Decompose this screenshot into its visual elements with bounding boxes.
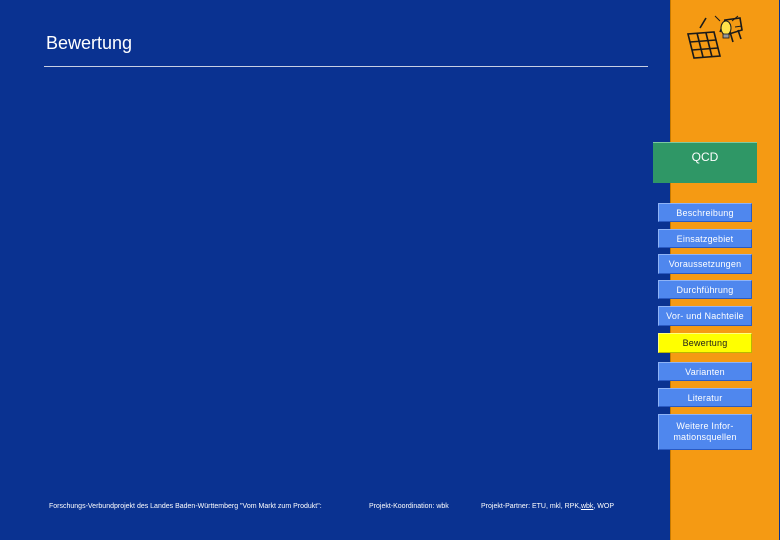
qcd-header[interactable]: QCD [653,142,757,183]
footer-partners-prefix: Projekt-Partner: ETU, mkl, RPK, [481,503,581,510]
footer-partners-link[interactable]: wbk [580,503,594,510]
nav-item-einsatzgebiet[interactable]: Einsatzgebiet [658,229,752,248]
nav-item-vor-und-nachteile[interactable]: Vor- und Nachteile [658,306,752,326]
footer-partners: Projekt-Partner: ETU, mkl, RPK, wbk, WOP [481,503,614,510]
nav-item-varianten[interactable]: Varianten [658,362,752,381]
nav-item-voraussetzungen[interactable]: Voraussetzungen [658,254,752,274]
nav-item-beschreibung[interactable]: Beschreibung [658,203,752,222]
nav-item-weitere-informationsquellen[interactable]: Weitere Infor-mationsquellen [658,414,752,450]
title-divider [44,66,648,67]
page-title: Bewertung [46,33,133,53]
nav-item-durchfuehrung[interactable]: Durchführung [658,280,752,299]
footer-project: Forschungs-Verbundprojekt des Landes Bad… [49,503,322,510]
footer-partners-suffix: , WOP [593,503,615,510]
grid-lightbulb-logo-icon [686,15,743,59]
nav-item-literatur[interactable]: Literatur [658,388,752,407]
nav-item-bewertung[interactable]: Bewertung [658,333,752,353]
footer-coordination: Projekt-Koordination: wbk [369,503,449,510]
